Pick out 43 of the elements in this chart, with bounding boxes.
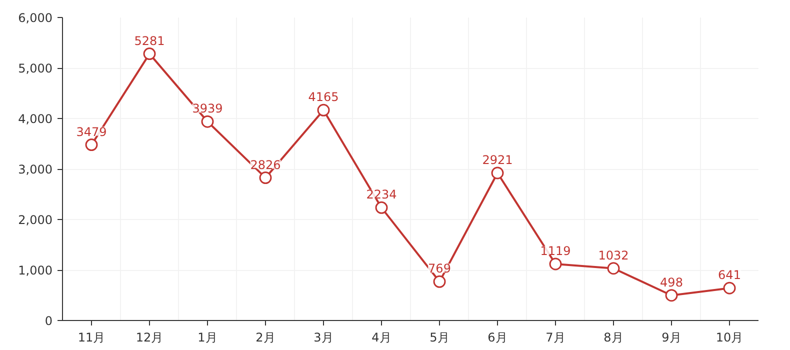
data-label: 1032 <box>598 248 629 262</box>
point <box>259 172 272 184</box>
y-tick-label: 6,000 <box>18 11 53 25</box>
x-tick-label: 9月 <box>662 330 682 344</box>
data-label: 2826 <box>250 158 281 172</box>
point <box>433 275 446 288</box>
y-tick-label: 2,000 <box>18 213 53 227</box>
y-tick-label: 0 <box>44 314 53 328</box>
data-label: 5281 <box>134 34 165 48</box>
point <box>201 115 214 128</box>
y-tick-label: 3,000 <box>18 162 53 176</box>
x-tick-label: 3月 <box>314 330 334 344</box>
y-tick-label: 5,000 <box>18 62 53 76</box>
data-label: 3939 <box>192 102 223 116</box>
data-label: 2921 <box>482 152 513 167</box>
x-tick-label: 10月 <box>716 330 744 344</box>
x-tick-label: 2月 <box>256 330 276 344</box>
x-tick-label: 11月 <box>78 330 106 344</box>
data-label: 4165 <box>308 90 339 104</box>
data-label: 498 <box>660 275 683 290</box>
point <box>723 282 736 294</box>
point <box>375 201 388 214</box>
x-tick-label: 4月 <box>372 330 392 344</box>
point <box>143 48 156 60</box>
x-tick-label: 8月 <box>604 330 624 344</box>
data-label: 3479 <box>76 124 107 139</box>
y-tick-label: 4,000 <box>18 112 53 126</box>
data-label: 2234 <box>366 188 397 202</box>
point <box>317 104 330 116</box>
point <box>85 138 98 152</box>
point <box>549 258 562 270</box>
data-label: 769 <box>428 262 451 276</box>
x-tick-label: 6月 <box>488 330 508 344</box>
x-tick-label: 12月 <box>136 330 164 344</box>
x-tick-label: 7月 <box>546 330 566 344</box>
x-tick-label: 1月 <box>198 330 218 344</box>
x-tick-label: 5月 <box>430 330 450 344</box>
data-label: 1119 <box>540 244 571 258</box>
y-tick-label: 1,000 <box>18 264 53 278</box>
point <box>607 262 620 275</box>
point <box>491 166 504 180</box>
point <box>665 289 678 302</box>
data-label: 641 <box>718 268 741 282</box>
